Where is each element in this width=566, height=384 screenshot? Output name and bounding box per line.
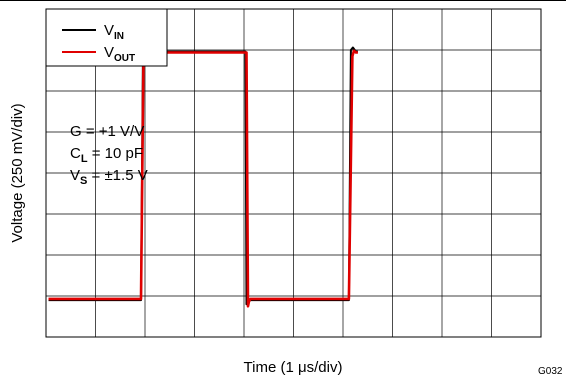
annotation-gain: G = +1 V/V [70, 123, 144, 140]
legend-vin-sub: IN [114, 31, 124, 42]
annotation-supply-rest: = ±1.5 V [87, 167, 147, 184]
legend-vin-main: V [104, 22, 114, 39]
annotation-supply-main: V [70, 167, 80, 184]
x-axis-label-rest: s/div) [307, 359, 343, 376]
legend-label-vout: VOUT [104, 44, 135, 64]
x-axis-label-main: Time (1 [244, 359, 298, 376]
annotation-load-cap-sub: L [81, 153, 88, 165]
annotation-load-cap: CL = 10 pF [70, 145, 143, 165]
figure-id: G032 [538, 366, 563, 377]
x-axis-label: Time (1 μs/div) [244, 359, 343, 376]
grid [46, 9, 541, 337]
legend-vout-main: V [104, 44, 114, 61]
annotation-load-cap-main: C [70, 145, 81, 162]
legend: VIN VOUT [45, 8, 168, 67]
legend-box [45, 8, 168, 67]
y-axis-label: Voltage (250 mV/div) [9, 103, 26, 242]
legend-vout-sub: OUT [114, 53, 135, 64]
annotation-supply-sub: S [80, 175, 87, 187]
x-axis-label-mu: μ [298, 359, 307, 376]
annotation-supply: VS = ±1.5 V [70, 167, 148, 187]
annotations: G = +1 V/V CL = 10 pF VS = ±1.5 V [70, 123, 148, 187]
legend-label-vin: VIN [104, 22, 124, 42]
annotation-load-cap-rest: = 10 pF [88, 145, 143, 162]
